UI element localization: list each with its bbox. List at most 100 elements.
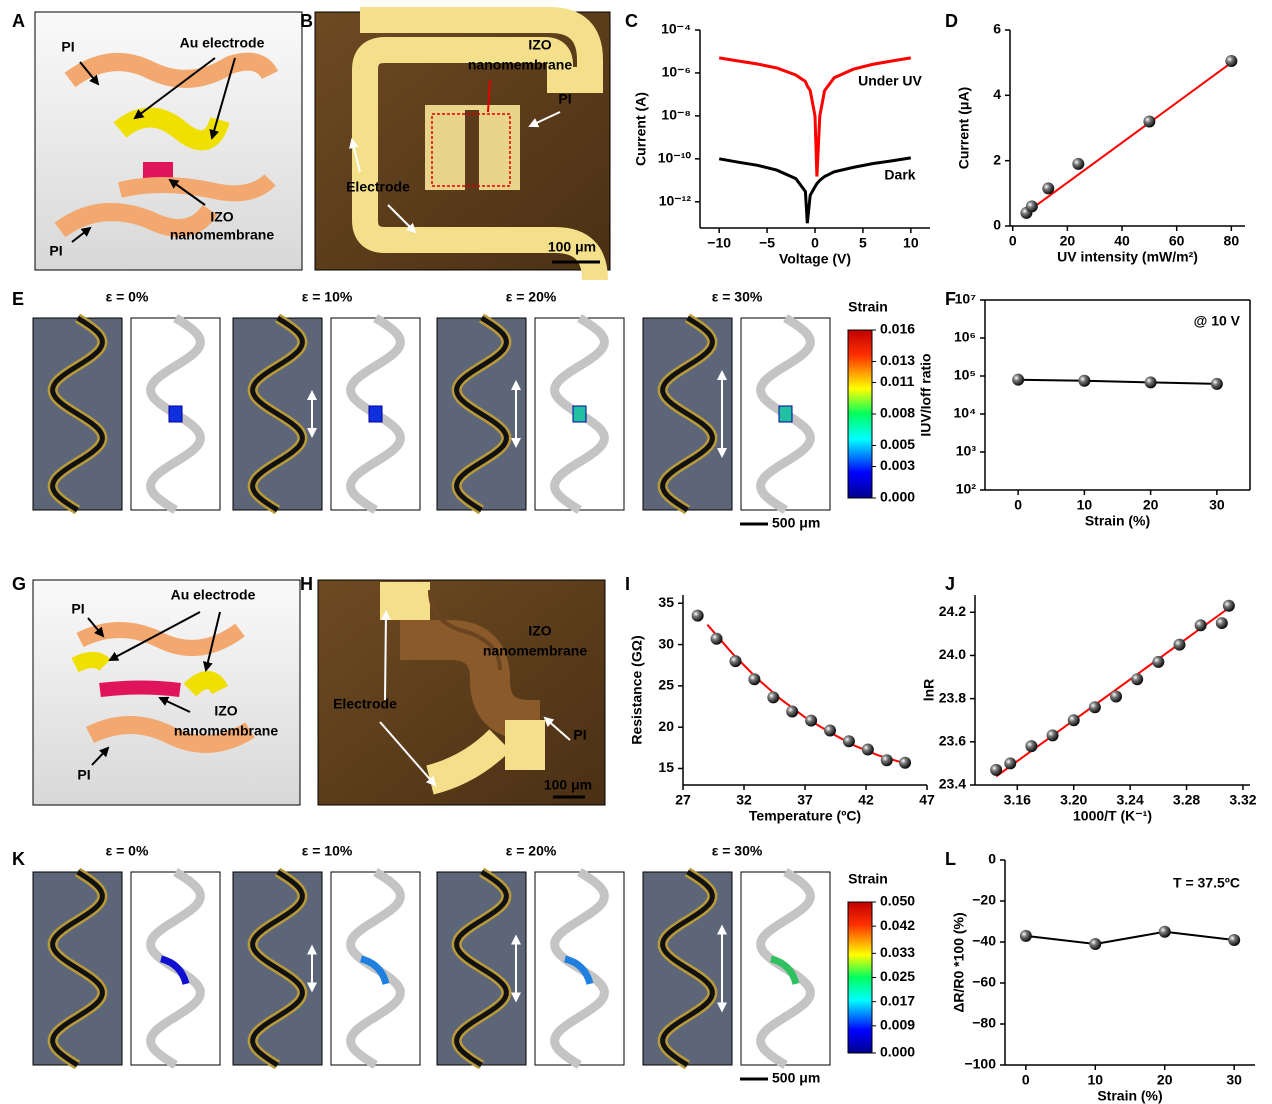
data-point (1145, 376, 1157, 388)
strain-label: ε = 0% (106, 289, 149, 305)
strain-label: ε = 30% (712, 289, 763, 305)
colorbar-tick-label: 0.000 (880, 489, 915, 505)
panel-label: D (945, 11, 958, 31)
annotation: PI (71, 601, 84, 617)
x-tick-label: 60 (1169, 233, 1185, 249)
data-point (1072, 158, 1084, 170)
annotation: PI (573, 727, 586, 743)
y-tick-label: −80 (972, 1015, 996, 1031)
y-tick-label: 10⁴ (954, 405, 977, 421)
x-axis-label: UV intensity (mW/m²) (1057, 249, 1198, 265)
colorbar-tick-label: 0.009 (880, 1017, 915, 1033)
data-point (711, 633, 723, 645)
data-point (1216, 617, 1228, 629)
data-point (1025, 740, 1037, 752)
y-tick-label: 10⁵ (954, 367, 976, 383)
data-point (1026, 200, 1038, 212)
chart-note: T = 37.5ºC (1173, 875, 1240, 891)
fem-strain (169, 406, 182, 422)
y-tick-label: 35 (658, 594, 674, 610)
annotation: 100 μm (544, 777, 592, 793)
panel-label: G (12, 574, 26, 594)
data-point (862, 743, 874, 755)
colorbar-tick-label: 0.013 (880, 352, 915, 368)
y-tick-label: −40 (972, 933, 996, 949)
annotation: PI (49, 243, 62, 259)
data-point (692, 610, 704, 622)
colorbar-tick-label: 0.005 (880, 436, 915, 452)
strain-label: ε = 10% (302, 289, 353, 305)
annotation: PI (558, 91, 571, 107)
y-tick-label: 0 (993, 217, 1001, 233)
panel-label: A (12, 11, 25, 31)
y-tick-label: 10² (956, 481, 977, 497)
y-axis-label: lnR (921, 679, 937, 702)
data-point (1089, 701, 1101, 713)
x-tick-label: 20 (1157, 1072, 1173, 1088)
y-axis-label: Current (A) (633, 92, 649, 166)
y-tick-label: 20 (658, 718, 674, 734)
x-tick-label: 32 (736, 792, 752, 808)
y-axis-label: Current (μA) (956, 87, 972, 169)
annotation: IZO (528, 623, 551, 639)
micrograph-h (318, 580, 605, 805)
y-tick-label: −20 (972, 892, 996, 908)
fem-strain (779, 406, 792, 422)
strain-label: ε = 30% (712, 843, 763, 859)
data-point (1211, 378, 1223, 390)
scale-bar-label: 500 μm (772, 515, 820, 531)
data-point (1173, 639, 1185, 651)
series-label: Under UV (858, 73, 922, 89)
y-tick-label: 2 (993, 151, 1001, 167)
y-tick-label: 23.8 (939, 689, 966, 705)
y-tick-label: 10⁻⁶ (662, 64, 691, 80)
y-tick-label: 30 (658, 635, 674, 651)
x-tick-label: 37 (797, 792, 813, 808)
fit-line (1024, 63, 1232, 215)
y-tick-label: 24.0 (939, 646, 966, 662)
x-tick-label: 10 (1087, 1072, 1103, 1088)
x-tick-label: 0 (1014, 497, 1022, 513)
data-point (1159, 926, 1171, 938)
x-axis-label: Voltage (V) (779, 251, 851, 267)
fit-line (707, 625, 902, 763)
data-point (1047, 729, 1059, 741)
x-tick-label: 20 (1143, 497, 1159, 513)
y-tick-label: 23.6 (939, 733, 966, 749)
series-line (1026, 932, 1234, 944)
y-tick-label: 24.2 (939, 603, 966, 619)
data-point (824, 724, 836, 736)
annotation: PI (77, 767, 90, 783)
annotation: nanomembrane (483, 643, 587, 659)
panel-label: I (625, 574, 630, 594)
data-point (1131, 673, 1143, 685)
chart-note: @ 10 V (1194, 313, 1241, 329)
x-tick-label: 3.28 (1173, 792, 1200, 808)
y-tick-label: 10⁻⁸ (661, 107, 691, 123)
y-tick-label: 10⁷ (955, 291, 977, 307)
y-tick-label: 15 (658, 759, 674, 775)
y-tick-label: 23.4 (939, 776, 966, 792)
panel-label: H (300, 574, 313, 594)
y-tick-label: 10⁶ (954, 329, 976, 345)
annotation: PI (61, 39, 74, 55)
annotation: IZO (528, 37, 551, 53)
annotation: IZO (210, 209, 233, 225)
fem-strain (573, 406, 586, 422)
y-tick-label: 10⁻¹⁰ (658, 150, 692, 166)
colorbar-tick-label: 0.025 (880, 968, 915, 984)
y-tick-label: −100 (964, 1056, 996, 1072)
y-tick-label: 6 (993, 21, 1001, 37)
x-tick-label: −10 (707, 235, 731, 251)
data-point (899, 757, 911, 769)
data-point (1143, 115, 1155, 127)
annotation: Au electrode (180, 35, 265, 51)
x-tick-label: 27 (675, 792, 691, 808)
data-point (1110, 690, 1122, 702)
x-tick-label: 3.32 (1229, 792, 1256, 808)
data-point (1078, 375, 1090, 387)
x-tick-label: 30 (1209, 497, 1225, 513)
y-tick-label: 10⁻⁴ (661, 21, 691, 37)
x-tick-label: −5 (759, 235, 775, 251)
data-point (1012, 374, 1024, 386)
